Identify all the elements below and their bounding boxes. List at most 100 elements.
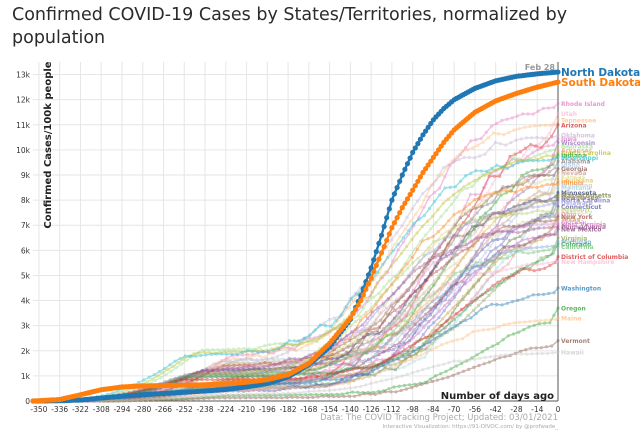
series-nevada-point xyxy=(423,307,427,312)
series-idaho-point xyxy=(525,202,529,206)
series-alabama-point xyxy=(210,375,214,379)
series-michigan-point xyxy=(358,359,362,363)
series-mississippi-point xyxy=(318,323,322,327)
series-louisiana-point xyxy=(389,333,393,337)
series-hawaii-point xyxy=(177,396,181,400)
series-tennessee-point xyxy=(211,362,215,366)
series-nebraska-point xyxy=(309,339,313,343)
series-missouri-point xyxy=(385,288,389,292)
series-louisiana-point xyxy=(456,263,460,267)
series-indiana-point xyxy=(333,361,337,365)
series-pennsylvania-point xyxy=(506,229,510,233)
series-minnesota-point xyxy=(356,338,360,342)
series-indiana-point xyxy=(385,334,389,338)
series-oklahoma-point xyxy=(312,330,316,334)
series-illinois-point xyxy=(556,182,560,187)
series-new-hampshire-point xyxy=(385,329,389,333)
series-massachusetts-point xyxy=(456,303,460,307)
series-oregon-point xyxy=(522,328,526,332)
series-louisiana-point xyxy=(269,362,273,367)
series-idaho-point xyxy=(442,298,446,302)
series-utah-point xyxy=(439,273,443,277)
series-indiana-point xyxy=(468,233,472,237)
series-georgia-point xyxy=(349,350,353,354)
series-hawaii-point xyxy=(338,387,342,391)
series-michigan-point xyxy=(529,246,534,250)
series-vermont-point xyxy=(441,377,445,381)
series-arizona-point xyxy=(534,144,538,148)
series-hawaii-point xyxy=(551,351,555,355)
series-virginia-point xyxy=(419,349,424,353)
series-nebraska-point xyxy=(200,348,204,352)
series-pennsylvania-point xyxy=(428,259,432,263)
series-wisconsin-point xyxy=(547,165,551,169)
series-nevada-point xyxy=(112,399,116,403)
series-iowa-point xyxy=(354,353,358,357)
series-connecticut-point xyxy=(319,383,323,387)
series-maine-point xyxy=(409,358,413,362)
series-north-carolina-point xyxy=(458,288,462,293)
series-maine-point xyxy=(476,329,480,333)
series-oklahoma-point xyxy=(519,137,523,141)
series-new-york-point xyxy=(325,354,330,358)
series-oklahoma-point xyxy=(395,231,399,235)
series-tennessee-point xyxy=(393,242,397,246)
series-florida-point xyxy=(530,223,534,227)
series-massachusetts-point xyxy=(556,193,560,197)
series-north-dakota-point xyxy=(407,155,413,161)
series-vermont-point xyxy=(347,394,351,398)
series-south-carolina-point xyxy=(181,357,186,361)
series-utah-point xyxy=(122,398,126,402)
series-wisconsin-point xyxy=(231,367,235,371)
series-georgia-point xyxy=(536,174,540,178)
series-north-carolina-point xyxy=(297,385,301,389)
series-hawaii-point xyxy=(468,358,472,362)
series-new-mexico-point xyxy=(393,343,397,348)
series-vermont-point xyxy=(420,382,424,386)
series-nevada-point xyxy=(465,264,469,268)
series-mississippi-point xyxy=(355,292,359,296)
series-south-carolina-point xyxy=(187,354,191,358)
series-massachusetts-point xyxy=(279,385,283,390)
series-florida-point xyxy=(348,335,352,339)
series-indiana-point xyxy=(442,268,446,272)
series-rhode-island-point xyxy=(531,112,535,116)
series-missouri-point xyxy=(349,324,353,328)
series-kentucky-point xyxy=(412,300,416,304)
series-iowa-point xyxy=(489,172,493,176)
series-district-of-columbia-point xyxy=(143,388,147,392)
series-louisiana-point xyxy=(254,363,258,367)
series-minnesota-point xyxy=(439,257,443,261)
series-idaho-point xyxy=(411,333,415,337)
series-florida-point xyxy=(525,224,529,228)
series-hawaii-point xyxy=(379,379,383,383)
series-hawaii-point xyxy=(213,393,217,397)
series-south-dakota-point xyxy=(384,237,390,243)
series-minnesota-point xyxy=(232,368,236,372)
series-pennsylvania-point xyxy=(236,366,240,370)
series-south-dakota-point xyxy=(347,315,353,321)
series-minnesota-point xyxy=(424,278,428,282)
series-north-carolina-point xyxy=(375,363,379,367)
series-missouri-point xyxy=(541,209,545,213)
series-new-jersey-point xyxy=(233,370,238,374)
series-iowa-point xyxy=(556,136,560,141)
series-tennessee-point xyxy=(455,154,459,158)
series-kansas-point xyxy=(445,229,449,234)
series-louisiana-point xyxy=(556,178,560,182)
series-nebraska-point xyxy=(548,149,552,153)
series-oklahoma-point xyxy=(327,317,331,322)
series-idaho-point xyxy=(219,366,223,370)
series-idaho-point xyxy=(359,347,363,351)
series-oklahoma-point xyxy=(545,136,549,140)
series-missouri-point xyxy=(546,210,550,214)
series-mississippi-point xyxy=(531,159,535,163)
series-georgia-point xyxy=(412,281,416,285)
series-kentucky-point xyxy=(547,215,551,219)
series-nebraska-point xyxy=(470,184,474,188)
series-oklahoma-point xyxy=(410,207,414,211)
series-massachusetts-point xyxy=(269,385,273,389)
series-mississippi-point xyxy=(526,159,530,163)
series-connecticut-point xyxy=(465,266,469,270)
series-nebraska-point xyxy=(507,161,511,165)
